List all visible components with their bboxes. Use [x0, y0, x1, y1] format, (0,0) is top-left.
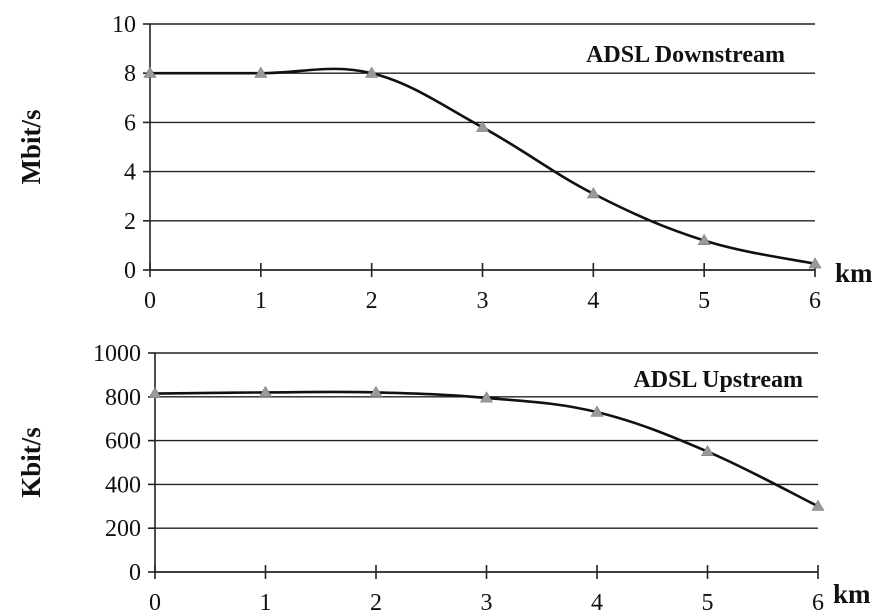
upstream-y-tick-label: 0 [129, 560, 141, 586]
downstream-chart: 0 2 4 6 8 10 0 1 2 3 4 5 6 ADSL Downstream Mbit/s km [16, 12, 873, 314]
downstream-y-tick-label: 10 [112, 12, 136, 38]
upstream-x-tick-label: 3 [481, 590, 493, 613]
downstream-y-tick-label: 6 [124, 110, 136, 136]
downstream-x-unit-label: km [835, 258, 873, 288]
downstream-y-tick-label: 8 [124, 61, 136, 87]
downstream-y-tick-label: 0 [124, 258, 136, 284]
upstream-x-tick-label: 1 [260, 590, 272, 613]
upstream-y-tick-label: 200 [105, 516, 141, 542]
downstream-y-tick-label: 4 [124, 160, 136, 186]
upstream-x-tick-label: 5 [702, 590, 714, 613]
upstream-y-tick-label: 400 [105, 472, 141, 498]
upstream-chart: 0 200 400 600 800 1000 0 1 2 3 4 5 6 ADSL Upstream Kbi… [16, 341, 871, 613]
downstream-y-axis-label: Mbit/s [16, 109, 46, 184]
upstream-x-tick-label: 4 [591, 590, 603, 613]
upstream-x-tick-label: 0 [149, 590, 161, 613]
upstream-y-tick-label: 800 [105, 385, 141, 411]
downstream-x-tick-label: 3 [477, 288, 489, 314]
upstream-y-tick-label: 600 [105, 429, 141, 455]
upstream-series-line [155, 392, 818, 506]
downstream-x-tick-label: 4 [587, 288, 599, 314]
downstream-y-tick-label: 2 [124, 209, 136, 235]
upstream-x-tick-label: 6 [812, 590, 824, 613]
downstream-x-tick-label: 5 [698, 288, 710, 314]
downstream-x-tick-label: 6 [809, 288, 821, 314]
downstream-x-tick-label: 0 [144, 288, 156, 314]
downstream-x-tick-label: 2 [366, 288, 378, 314]
downstream-series-line [150, 69, 815, 264]
downstream-x-tick-label: 1 [255, 288, 267, 314]
upstream-x-tick-label: 2 [370, 590, 382, 613]
downstream-chart-title: ADSL Downstream [586, 42, 785, 68]
upstream-y-axis-label: Kbit/s [16, 427, 46, 498]
upstream-chart-title: ADSL Upstream [633, 367, 803, 393]
upstream-y-tick-label: 1000 [93, 341, 141, 367]
upstream-x-unit-label: km [833, 579, 871, 609]
